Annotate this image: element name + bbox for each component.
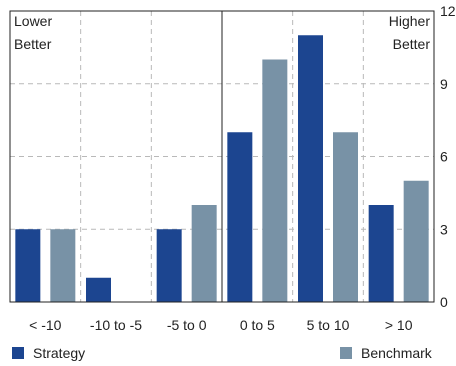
x-tick-label-2: -5 to 0 (167, 317, 207, 333)
plot-frame (9, 10, 435, 303)
higher-better-label-line2: Better (393, 36, 431, 52)
bar-benchmark-5 (403, 180, 429, 302)
bar-strategy-1 (86, 277, 111, 302)
bar-strategy-2 (156, 229, 182, 302)
bar-strategy-3 (227, 132, 253, 302)
y-tick-label-2: 6 (440, 149, 448, 165)
lower-better-label-line1: Lower (14, 13, 52, 29)
y-tick-label-4: 12 (440, 3, 456, 19)
y-tick-label-1: 3 (440, 221, 448, 237)
legend-strategy: Strategy (12, 345, 85, 361)
legend-label-strategy: Strategy (33, 345, 86, 361)
bar-benchmark-0 (50, 229, 76, 302)
bar-benchmark-3 (262, 59, 288, 302)
bar-benchmark-2 (191, 205, 217, 302)
y-tick-label-3: 9 (440, 76, 448, 92)
higher-better-label-line1: Higher (389, 13, 431, 29)
lower-better-label-line2: Better (14, 36, 52, 52)
y-tick-label-0: 0 (440, 294, 448, 310)
bar-benchmark-4 (333, 132, 358, 302)
x-tick-label-4: 5 to 10 (307, 317, 350, 333)
legend-swatch-strategy (12, 347, 24, 359)
x-tick-label-0: < -10 (29, 317, 62, 333)
bar-strategy-5 (368, 205, 394, 302)
bar-strategy-0 (15, 229, 41, 302)
bar-strategy-4 (298, 35, 323, 302)
x-tick-label-5: > 10 (385, 317, 413, 333)
x-tick-label-1: -10 to -5 (90, 317, 142, 333)
legend-label-benchmark: Benchmark (361, 345, 432, 361)
legend-swatch-benchmark (340, 347, 352, 359)
x-tick-label-3: 0 to 5 (240, 317, 275, 333)
legend-benchmark: Benchmark (340, 345, 432, 361)
